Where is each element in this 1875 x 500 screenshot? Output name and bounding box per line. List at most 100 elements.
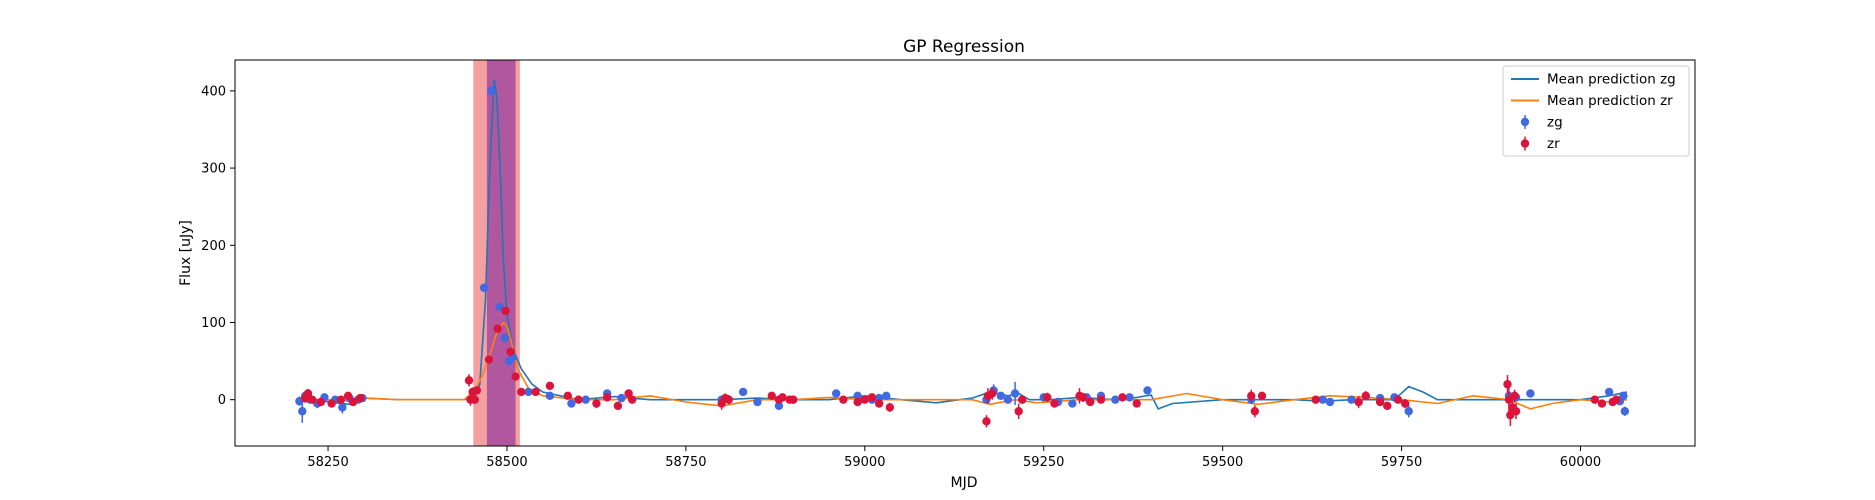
data-point [493,324,502,333]
y-tick-label: 100 [201,316,226,331]
data-point [1383,401,1392,411]
legend: Mean prediction zg Mean prediction zr zg zr [1502,65,1690,157]
data-point [778,393,787,402]
legend-label: zr [1547,136,1560,152]
data-point [1400,399,1410,408]
data-point [545,381,555,390]
data-point [1311,395,1320,404]
data-point [753,397,762,407]
data-point [1257,391,1267,401]
plot-area [295,60,1630,446]
data-point [602,393,612,402]
data-point [479,283,489,292]
data-point [831,389,841,398]
data-point [303,389,313,398]
data-point [356,393,365,403]
y-tick-label: 300 [201,162,226,177]
data-point [1511,407,1521,416]
data-point [298,407,307,416]
data-point [767,391,776,401]
data-point [517,387,526,397]
data-point [738,387,748,397]
data-point [774,401,784,411]
data-point [1043,393,1052,402]
data-point [343,391,353,401]
data-point [789,395,798,404]
data-point [1068,399,1077,408]
legend-marker-swatch [1520,139,1530,148]
data-point [1404,407,1413,416]
data-point [592,399,601,408]
x-tick-label: 59500 [1202,455,1243,470]
data-point [531,387,540,397]
y-tick-label: 200 [201,239,226,254]
legend-item: zr [1520,136,1560,152]
legend-frame [1502,65,1690,157]
y-axis-label: Flux [uJy] [178,220,194,286]
data-point [1361,391,1370,401]
data-point [987,389,997,398]
data-point [524,387,533,397]
data-point [867,393,877,402]
series-points-zr [300,306,1621,428]
data-point [1619,391,1628,401]
legend-label: zg [1547,115,1563,131]
data-point [464,376,474,385]
data-point [1003,395,1013,404]
data-point [1143,386,1152,395]
data-point [563,391,572,401]
data-point [1118,393,1127,402]
x-tick-label: 59250 [1023,455,1064,470]
data-point [882,391,891,401]
x-tick-label: 58250 [307,455,348,470]
data-point [487,86,496,96]
data-point [506,347,515,357]
shaded-region-2 [486,60,516,446]
legend-label: Mean prediction zr [1547,93,1673,109]
y-tick-label: 0 [218,393,226,408]
data-point [336,395,346,404]
data-point [500,333,510,343]
series-line-zr [299,321,1628,410]
data-point [1354,397,1363,407]
legend-label: Mean prediction zg [1547,72,1676,88]
data-point [545,391,555,401]
data-point [1078,393,1088,402]
data-point [1125,393,1134,402]
data-point [574,395,583,404]
data-point [860,395,870,404]
legend-item: Mean prediction zr [1511,93,1673,109]
data-point [1086,397,1095,407]
data-point [1050,399,1059,408]
data-point [839,395,848,404]
data-point [338,403,347,412]
data-point [501,306,510,316]
data-point [484,355,494,364]
plot-frame [234,59,1696,447]
data-point [1132,399,1141,408]
data-point [472,386,482,395]
data-point [1604,387,1614,397]
data-point [1597,399,1607,408]
data-point [628,395,637,404]
data-point [885,403,895,412]
data-point [996,391,1005,401]
data-point [511,372,520,381]
data-point [1620,407,1630,416]
data-point [1010,389,1020,398]
x-tick-label: 59000 [844,455,885,470]
data-point [1526,389,1535,398]
data-point [348,397,358,407]
data-point [1325,397,1335,407]
data-point [982,417,991,426]
data-point [1393,395,1403,404]
legend-item: Mean prediction zg [1511,72,1676,88]
x-tick-label: 60000 [1560,455,1601,470]
data-point [724,395,734,404]
data-point [327,399,336,408]
x-tick-label: 58750 [665,455,706,470]
data-point [874,399,884,408]
data-point [1612,395,1621,404]
data-point [1347,395,1356,404]
data-point [853,391,862,401]
